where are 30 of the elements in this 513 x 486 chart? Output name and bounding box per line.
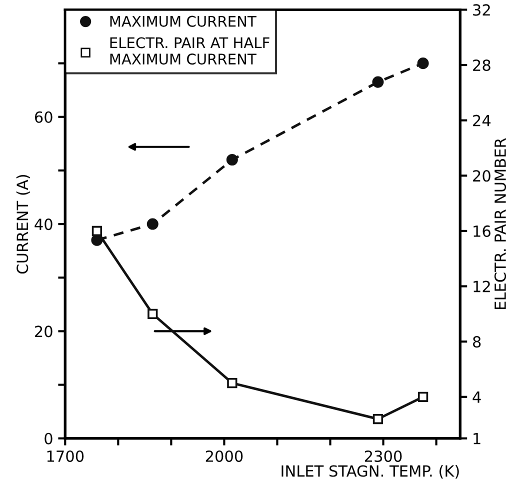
y-tick-label: 20 xyxy=(35,326,52,338)
y2-tick-label: 32 xyxy=(473,4,490,16)
y2-tick-label: 8 xyxy=(473,336,481,348)
y2-tick-label: 1 xyxy=(474,433,480,444)
y2-tick-label: 4 xyxy=(472,392,481,403)
y2-tick-label: 16 xyxy=(474,225,490,237)
y2-tick-label: 24 xyxy=(473,114,491,126)
y-tick-label: 60 xyxy=(34,111,52,123)
point xyxy=(92,226,102,236)
x-tick-label: 2000 xyxy=(206,450,243,462)
legend-label: MAXIMUM CURRENT xyxy=(110,16,256,27)
y2-tick-label: 12 xyxy=(474,280,490,292)
x-axis-title: INLET STAGN. TEMP. (K) xyxy=(282,464,459,479)
x-tick-label: 1700 xyxy=(47,450,84,462)
point xyxy=(417,58,429,70)
y2-tick-label: 20 xyxy=(473,170,490,182)
point xyxy=(372,414,384,424)
legend-label: ELECTR. PAIR AT HALF MAXIMUM CURRENT xyxy=(110,37,270,65)
point xyxy=(146,218,158,230)
point xyxy=(418,392,428,402)
y-axis-title: CURRENT (A) xyxy=(16,174,30,274)
y2-axis-title: ELECTR. PAIR NUMBER xyxy=(494,138,506,309)
point xyxy=(226,154,238,166)
y-tick-label: 40 xyxy=(34,218,52,230)
y2-tick-label: 28 xyxy=(473,59,490,72)
point xyxy=(148,308,158,319)
point xyxy=(227,378,238,388)
point xyxy=(372,76,384,88)
x-tick-label: 2300 xyxy=(364,450,402,462)
y-tick-label: 0 xyxy=(44,432,52,444)
